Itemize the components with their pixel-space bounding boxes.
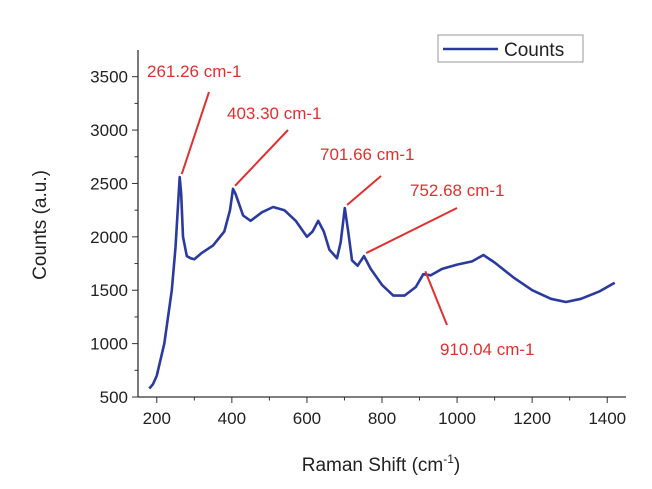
y-tick-label: 3000: [90, 121, 128, 140]
y-axis-label: Counts (a.u.): [30, 170, 51, 280]
annotation-leader-line: [180, 91, 210, 175]
y-tick-label: 500: [100, 388, 128, 407]
annotation-leader-line: [365, 207, 458, 254]
x-tick-label: 600: [293, 409, 321, 428]
y-tick-label: 3500: [90, 68, 128, 87]
x-axis-label-end: ): [454, 455, 460, 476]
annotation-label: 261.26 cm-1: [147, 62, 242, 81]
x-tick-label: 200: [143, 409, 171, 428]
annotation-label: 403.30 cm-1: [227, 104, 322, 123]
legend-label: Counts: [504, 40, 564, 61]
annotation-leader-line: [346, 175, 382, 206]
annotation-leader-line: [234, 129, 289, 187]
x-tick-label: 800: [368, 409, 396, 428]
x-tick-label: 1200: [513, 409, 551, 428]
x-axis-label: Raman Shift (cm-1): [302, 452, 460, 476]
annotation-label: 701.66 cm-1: [320, 145, 415, 164]
annotation-label: 752.68 cm-1: [410, 181, 505, 200]
x-axis-label-main: Raman Shift (cm: [302, 455, 443, 476]
x-tick-label: 1400: [588, 409, 626, 428]
y-tick-label: 1000: [90, 335, 128, 354]
annotation-leader-line: [424, 270, 448, 326]
x-tick-label: 1000: [438, 409, 476, 428]
y-tick-label: 2000: [90, 228, 128, 247]
legend: Counts: [437, 34, 584, 63]
series-line-counts: [148, 175, 616, 390]
y-tick-label: 1500: [90, 281, 128, 300]
annotation-label: 910.04 cm-1: [440, 340, 535, 359]
annotations: 261.26 cm-1 403.30 cm-1 701.66 cm-1 752.68 …: [147, 62, 535, 359]
x-tick-label: 400: [218, 409, 246, 428]
x-axis-label-sup: -1: [443, 452, 454, 466]
axes: 200 400 600 800 1000 1200 1400 500 1000 1500 2000 2…: [90, 50, 626, 428]
y-tick-label: 2500: [90, 174, 128, 193]
